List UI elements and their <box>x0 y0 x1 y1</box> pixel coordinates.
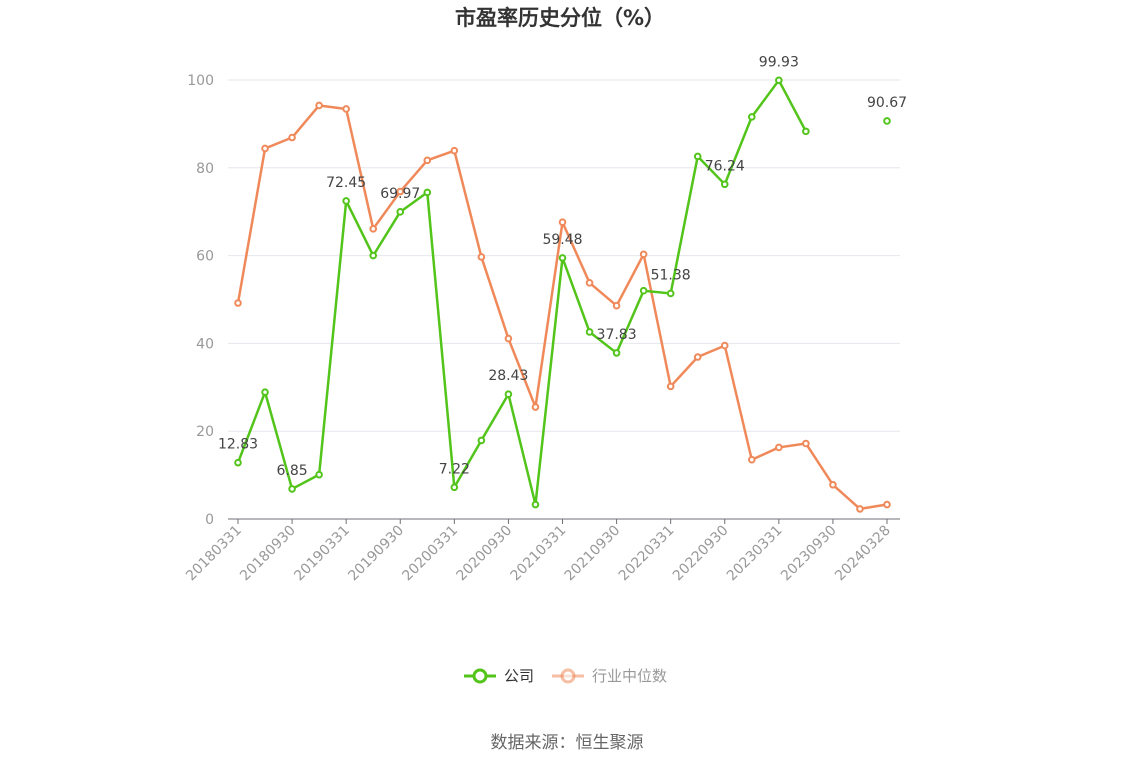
data-point-industry[interactable] <box>585 279 594 287</box>
x-tick-label: 20240328 <box>832 523 894 585</box>
data-point-company[interactable] <box>315 470 323 479</box>
data-point-industry[interactable] <box>802 439 810 448</box>
data-point-company[interactable] <box>747 113 756 121</box>
data-point-company[interactable] <box>531 500 540 509</box>
x-tick-label: 20230331 <box>724 523 786 585</box>
x-tick-label: 20180331 <box>183 523 245 585</box>
y-tick-label: 100 <box>187 73 214 89</box>
x-axis: 2018033120180930201903312019093020200331… <box>183 518 900 585</box>
legend-item-industry[interactable]: 行业中位数 <box>552 667 667 685</box>
data-point-industry[interactable] <box>612 301 621 310</box>
data-point-industry[interactable] <box>666 382 675 391</box>
data-point-industry[interactable] <box>477 253 486 261</box>
data-point-company[interactable] <box>342 197 350 205</box>
data-point-industry[interactable] <box>747 455 756 464</box>
data-label: 59.48 <box>542 232 582 248</box>
data-point-industry[interactable] <box>261 144 269 153</box>
data-point-company[interactable] <box>423 188 432 197</box>
data-point-industry[interactable] <box>423 156 432 165</box>
x-tick-label: 20200331 <box>399 523 461 585</box>
data-point-industry[interactable] <box>288 133 296 142</box>
data-point-company[interactable] <box>450 483 459 492</box>
x-tick-label: 20230930 <box>778 523 840 585</box>
data-point-industry[interactable] <box>883 500 891 509</box>
legend-label-company: 公司 <box>504 667 534 685</box>
data-point-company[interactable] <box>720 180 729 189</box>
y-axis: 0 20 40 60 80 100 <box>187 73 214 528</box>
data-label: 7.22 <box>439 461 470 477</box>
data-point-company[interactable] <box>802 127 810 136</box>
data-point-industry[interactable] <box>504 334 513 343</box>
data-point-industry[interactable] <box>856 505 864 513</box>
data-point-company[interactable] <box>693 152 702 161</box>
data-source: 数据来源：恒生聚源 <box>490 733 644 753</box>
series-line-company <box>238 80 887 504</box>
data-point-company[interactable] <box>261 388 269 396</box>
data-label: 69.97 <box>380 186 420 202</box>
data-point-industry[interactable] <box>315 101 323 110</box>
data-point-industry[interactable] <box>342 105 350 113</box>
data-point-industry[interactable] <box>558 218 567 227</box>
data-label: 76.24 <box>705 158 745 174</box>
data-label: 99.93 <box>759 54 799 70</box>
x-tick-label: 20200930 <box>454 523 516 585</box>
data-point-company[interactable] <box>612 349 621 357</box>
data-point-industry[interactable] <box>693 353 702 361</box>
data-point-company[interactable] <box>504 390 513 398</box>
y-tick-label: 20 <box>196 424 214 440</box>
y-tick-label: 80 <box>196 161 214 177</box>
data-label: 72.45 <box>326 175 366 191</box>
x-tick-label: 20180930 <box>237 523 299 585</box>
y-tick-label: 60 <box>196 249 214 265</box>
data-point-industry[interactable] <box>234 299 242 307</box>
legend-label-industry: 行业中位数 <box>592 667 667 685</box>
data-label: 51.38 <box>651 267 691 283</box>
x-tick-label: 20210930 <box>562 523 624 585</box>
data-point-industry[interactable] <box>720 341 729 350</box>
data-point-company[interactable] <box>288 485 296 493</box>
data-point-company[interactable] <box>396 208 405 216</box>
data-label: 6.85 <box>276 463 307 479</box>
data-label: 37.83 <box>597 327 637 343</box>
data-point-industry[interactable] <box>369 225 378 233</box>
x-tick-label: 20220331 <box>616 523 678 585</box>
legend-item-company[interactable]: 公司 <box>464 667 534 685</box>
data-point-company[interactable] <box>883 117 891 125</box>
data-point-company[interactable] <box>477 436 486 445</box>
data-label: 12.83 <box>218 437 258 453</box>
data-label: 28.43 <box>488 368 528 384</box>
x-tick-label: 20220930 <box>670 523 732 585</box>
data-point-company[interactable] <box>666 289 675 298</box>
series-layer <box>234 76 891 513</box>
data-point-industry[interactable] <box>829 480 837 489</box>
data-point-company[interactable] <box>775 76 783 85</box>
data-point-company[interactable] <box>558 254 567 262</box>
data-label: 90.67 <box>867 95 907 111</box>
data-point-industry[interactable] <box>775 443 783 452</box>
x-tick-label: 20210331 <box>508 523 570 585</box>
data-point-industry[interactable] <box>531 403 540 411</box>
data-point-company[interactable] <box>585 328 594 336</box>
data-point-company[interactable] <box>369 251 378 260</box>
data-point-company[interactable] <box>234 458 242 467</box>
data-point-industry[interactable] <box>396 187 405 196</box>
chart-title: 市盈率历史分位（%） <box>455 6 665 30</box>
x-tick-label: 20190331 <box>291 523 353 585</box>
x-tick-label: 20190930 <box>345 523 407 585</box>
y-tick-label: 40 <box>196 336 214 352</box>
data-point-industry[interactable] <box>450 146 459 155</box>
data-point-company[interactable] <box>639 286 648 295</box>
legend[interactable]: 公司 行业中位数 <box>464 667 667 685</box>
data-point-industry[interactable] <box>639 250 648 259</box>
data-labels: 12.83 6.85 72.45 69.97 7.22 28.43 59.48 37.83 51… <box>218 54 907 479</box>
y-tick-label: 0 <box>205 512 214 528</box>
